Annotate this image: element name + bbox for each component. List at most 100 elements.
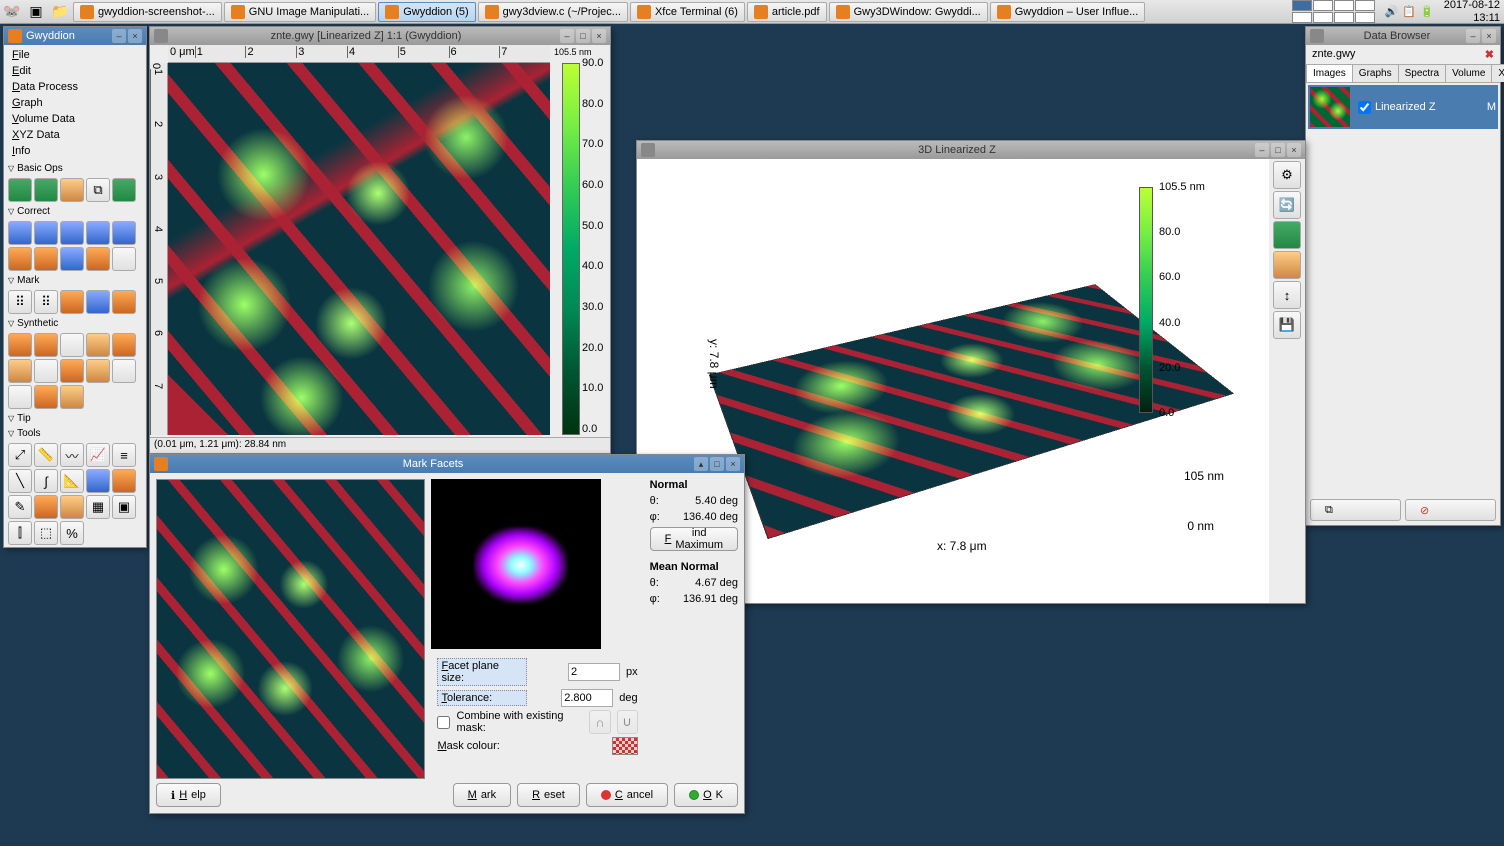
tool-t8[interactable]: 📐	[60, 469, 84, 493]
taskbar-item[interactable]: Gwy3DWindow: Gwyddi...	[829, 2, 988, 22]
facets-preview[interactable]	[156, 479, 425, 779]
duplicate-button[interactable]: ⧉	[1310, 499, 1401, 521]
tab-spectra[interactable]: Spectra	[1398, 64, 1446, 82]
mask-colour-swatch[interactable]	[612, 737, 638, 755]
tool-t14[interactable]: ▦	[86, 495, 110, 519]
maximize-button[interactable]: □	[1271, 143, 1285, 157]
tab-graphs[interactable]: Graphs	[1352, 64, 1399, 82]
taskbar-item[interactable]: gwy3dview.c (~/Projec...	[478, 2, 628, 22]
data-image[interactable]	[168, 63, 550, 435]
close-button[interactable]: ×	[1482, 29, 1496, 43]
menu-graph[interactable]: Graph	[6, 95, 144, 111]
tool-t7[interactable]: ∫	[34, 469, 58, 493]
tool-t18[interactable]: %	[60, 521, 84, 545]
tool-s7[interactable]	[34, 359, 58, 383]
tool-t17[interactable]: ⬚	[34, 521, 58, 545]
minimize-button[interactable]: –	[1466, 29, 1480, 43]
tool-m3[interactable]	[60, 290, 84, 314]
tool-t5[interactable]: ≡	[112, 443, 136, 467]
tool-m2[interactable]: ⠿	[34, 290, 58, 314]
terminal-icon[interactable]: ▣	[26, 2, 46, 22]
tool-t12[interactable]	[34, 495, 58, 519]
find-maximum-button[interactable]: Find Maximum	[650, 527, 738, 551]
section-mark[interactable]: Mark	[4, 273, 146, 288]
menu-file[interactable]: File	[6, 47, 144, 63]
tool-t3[interactable]: 〰	[60, 443, 84, 467]
clock[interactable]: 2017-08-1213:11	[1440, 0, 1504, 24]
tool-t6[interactable]: ╲	[8, 469, 32, 493]
mask-intersect-icon[interactable]: ∩	[589, 710, 610, 734]
tool-s3[interactable]	[60, 333, 84, 357]
tool-scale[interactable]	[60, 178, 84, 202]
tool-s6[interactable]	[8, 359, 32, 383]
tool-c4[interactable]	[86, 221, 110, 245]
facet-distribution[interactable]	[431, 479, 601, 649]
volume-icon[interactable]: 🔊	[1385, 5, 1399, 18]
colorbar[interactable]	[562, 63, 580, 435]
taskbar-item[interactable]: GNU Image Manipulati...	[224, 2, 376, 22]
tool-s9[interactable]	[86, 359, 110, 383]
3d-rotate-icon[interactable]: 🔄	[1273, 191, 1301, 219]
tool-s12[interactable]	[34, 385, 58, 409]
channel-row[interactable]: Linearized Z M	[1308, 85, 1498, 129]
close-button[interactable]: ×	[592, 29, 606, 43]
close-button[interactable]: ×	[726, 457, 740, 471]
tool-fixzero[interactable]	[34, 178, 58, 202]
menu-volume[interactable]: Volume Data	[6, 111, 144, 127]
maximize-button[interactable]: □	[576, 29, 590, 43]
clipboard-icon[interactable]: 📋	[1402, 5, 1416, 18]
tool-s11[interactable]	[8, 385, 32, 409]
3d-move-icon[interactable]: ↕	[1273, 281, 1301, 309]
tool-c10[interactable]	[112, 247, 136, 271]
tool-level[interactable]	[8, 178, 32, 202]
tool-s5[interactable]	[112, 333, 136, 357]
browser-close-file[interactable]: ✖	[1485, 48, 1494, 61]
close-button[interactable]: ×	[1287, 143, 1301, 157]
3d-titlebar[interactable]: 3D Linearized Z –□×	[637, 141, 1305, 159]
tool-c6[interactable]	[8, 247, 32, 271]
minimize-button[interactable]: –	[112, 29, 126, 43]
toolbox-titlebar[interactable]: Gwyddion –×	[4, 27, 146, 45]
taskbar-item[interactable]: Xfce Terminal (6)	[630, 2, 745, 22]
minimize-button[interactable]: –	[560, 29, 574, 43]
tool-crop[interactable]: ⧉	[86, 178, 110, 202]
section-tools[interactable]: Tools	[4, 426, 146, 441]
section-correct[interactable]: Correct	[4, 204, 146, 219]
maximize-button[interactable]: □	[710, 457, 724, 471]
ok-button[interactable]: OK	[674, 783, 738, 807]
combine-mask-checkbox[interactable]	[437, 716, 450, 729]
3d-light-icon[interactable]	[1273, 221, 1301, 249]
tool-c2[interactable]	[34, 221, 58, 245]
taskbar-item[interactable]: article.pdf	[747, 2, 827, 22]
menu-info[interactable]: Info	[6, 143, 144, 159]
tool-s10[interactable]	[112, 359, 136, 383]
app-menu-icon[interactable]: 🐭	[2, 2, 22, 22]
minimize-button[interactable]: –	[1255, 143, 1269, 157]
tool-c5[interactable]	[112, 221, 136, 245]
files-icon[interactable]: 📁	[50, 2, 70, 22]
facet-size-input[interactable]	[568, 663, 620, 681]
tool-c9[interactable]	[86, 247, 110, 271]
tool-s1[interactable]	[8, 333, 32, 357]
tool-t13[interactable]	[60, 495, 84, 519]
data-titlebar[interactable]: znte.gwy [Linearized Z] 1:1 (Gwyddion) –…	[150, 27, 610, 45]
3d-export-icon[interactable]: 💾	[1273, 311, 1301, 339]
menu-data-process[interactable]: Data Process	[6, 79, 144, 95]
shade-button[interactable]: ▴	[694, 457, 708, 471]
section-tip[interactable]: Tip	[4, 411, 146, 426]
browser-titlebar[interactable]: Data Browser –×	[1306, 27, 1500, 45]
tool-t10[interactable]	[112, 469, 136, 493]
taskbar-item[interactable]: Gwyddion – User Influe...	[990, 2, 1146, 22]
workspace-switcher[interactable]	[1292, 0, 1375, 23]
tool-c7[interactable]	[34, 247, 58, 271]
tool-s4[interactable]	[86, 333, 110, 357]
section-basic-ops[interactable]: Basic Ops	[4, 161, 146, 176]
help-button[interactable]: ℹ Help	[156, 783, 221, 807]
tool-s13[interactable]	[60, 385, 84, 409]
tool-t9[interactable]	[86, 469, 110, 493]
tolerance-input[interactable]	[561, 689, 613, 707]
facets-titlebar[interactable]: Mark Facets ▴□×	[150, 455, 744, 473]
cancel-button[interactable]: Cancel	[586, 783, 668, 807]
tool-t15[interactable]: ▣	[112, 495, 136, 519]
tab-images[interactable]: Images	[1306, 64, 1353, 82]
